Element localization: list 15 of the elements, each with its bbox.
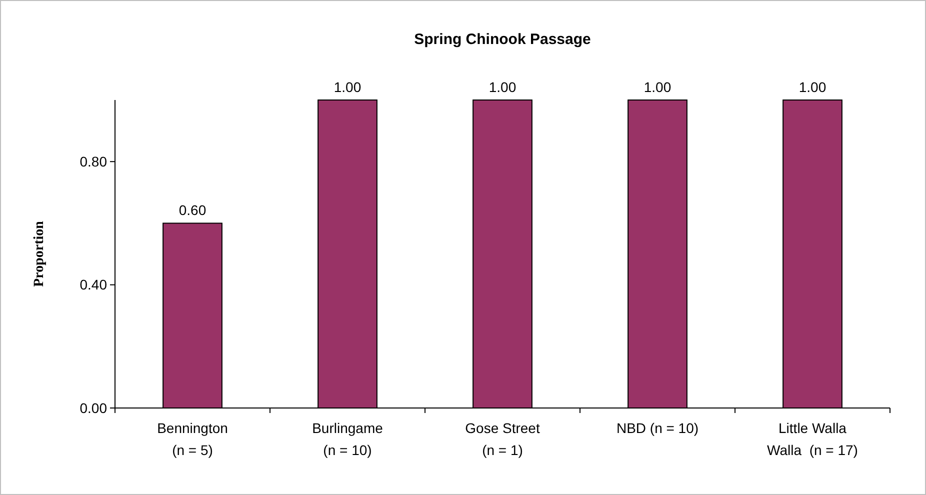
x-tick-label: Gose Street (n = 1) [465, 420, 540, 458]
data-label: 1.00 [644, 79, 672, 95]
y-tick-label: 0.80 [80, 154, 108, 170]
y-tick-label: 0.40 [80, 276, 108, 293]
chart-title: Spring Chinook Passage [414, 31, 591, 48]
x-tick-label: Little Walla Walla (n = 17) [767, 420, 858, 458]
data-label: 1.00 [488, 79, 516, 95]
data-label: 0.60 [178, 202, 206, 218]
y-tick-label: 0.00 [80, 400, 108, 416]
data-label: 1.00 [798, 79, 826, 95]
x-tick-label: Burlingame (n = 10) [312, 420, 384, 458]
y-axis-title: Proportion [32, 220, 47, 287]
x-tick-label: NBD (n = 10) [616, 420, 699, 436]
data-label: 1.00 [334, 79, 362, 95]
x-tick-label: Bennington (n = 5) [157, 420, 228, 458]
